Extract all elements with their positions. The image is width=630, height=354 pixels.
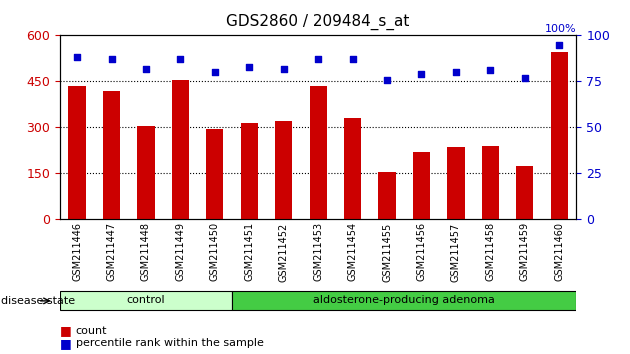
- Point: [451, 69, 461, 75]
- Text: count: count: [76, 326, 107, 336]
- Bar: [447, 147, 464, 219]
- Bar: [172, 80, 189, 219]
- Point: [416, 71, 427, 77]
- Bar: [482, 146, 499, 219]
- Bar: [69, 86, 86, 219]
- Bar: [206, 129, 224, 219]
- FancyBboxPatch shape: [232, 291, 576, 310]
- Point: [313, 57, 323, 62]
- Text: 100%: 100%: [545, 24, 576, 34]
- Point: [72, 55, 82, 60]
- Point: [210, 69, 220, 75]
- Text: ■: ■: [60, 337, 72, 350]
- Text: GDS2860 / 209484_s_at: GDS2860 / 209484_s_at: [226, 14, 410, 30]
- Bar: [137, 126, 154, 219]
- Point: [348, 57, 358, 62]
- Bar: [241, 123, 258, 219]
- FancyBboxPatch shape: [60, 291, 232, 310]
- Bar: [379, 172, 396, 219]
- Bar: [344, 118, 361, 219]
- Bar: [516, 166, 534, 219]
- Point: [106, 57, 117, 62]
- Bar: [103, 91, 120, 219]
- Point: [554, 42, 564, 47]
- Point: [485, 68, 495, 73]
- Text: control: control: [127, 296, 165, 306]
- Text: aldosterone-producing adenoma: aldosterone-producing adenoma: [313, 296, 495, 306]
- Bar: [413, 152, 430, 219]
- Text: disease state: disease state: [1, 296, 76, 306]
- Text: percentile rank within the sample: percentile rank within the sample: [76, 338, 263, 348]
- Bar: [309, 86, 327, 219]
- Point: [520, 75, 530, 81]
- Point: [278, 66, 289, 72]
- Point: [175, 57, 185, 62]
- Bar: [275, 121, 292, 219]
- Point: [141, 66, 151, 72]
- Text: ■: ■: [60, 325, 72, 337]
- Point: [382, 77, 392, 82]
- Point: [244, 64, 255, 69]
- Bar: [551, 52, 568, 219]
